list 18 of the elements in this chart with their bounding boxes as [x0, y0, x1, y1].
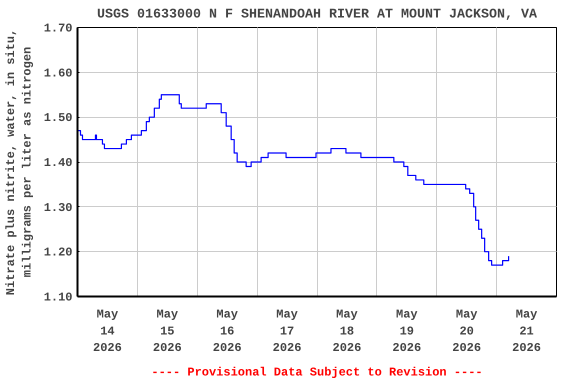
x-tick-label: May 18 2026	[332, 308, 362, 356]
x-tick-label: May 16 2026	[212, 308, 242, 356]
y-axis-title: Nitrate plus nitrite, water, in situ, milligrams per liter as nitrogen	[4, 28, 35, 296]
chart-title: USGS 01633000 N F SHENANDOAH RIVER AT MOUNT JACKSON, VA	[97, 8, 537, 22]
text: ---- Provisional Data Subject to Revision ----	[151, 366, 483, 380]
x-tick-label: May 15 2026	[152, 308, 182, 356]
y-tick-label: 1.70	[44, 22, 73, 36]
x-tick-label: May 14 2026	[93, 308, 122, 356]
y-tick-label: 1.20	[44, 246, 73, 260]
x-tick-label: May 20 2026	[452, 308, 482, 356]
y-tick-label: 1.40	[44, 156, 73, 170]
x-tick-label: May 17 2026	[272, 308, 302, 356]
x-tick-label: May 21 2026	[512, 308, 541, 356]
y-tick-label: 1.60	[44, 66, 73, 80]
y-tick-label: 1.10	[44, 290, 73, 304]
y-tick-label: 1.30	[44, 200, 73, 215]
y-tick-label: 1.50	[44, 111, 73, 126]
x-tick-label: May 19 2026	[392, 308, 422, 356]
